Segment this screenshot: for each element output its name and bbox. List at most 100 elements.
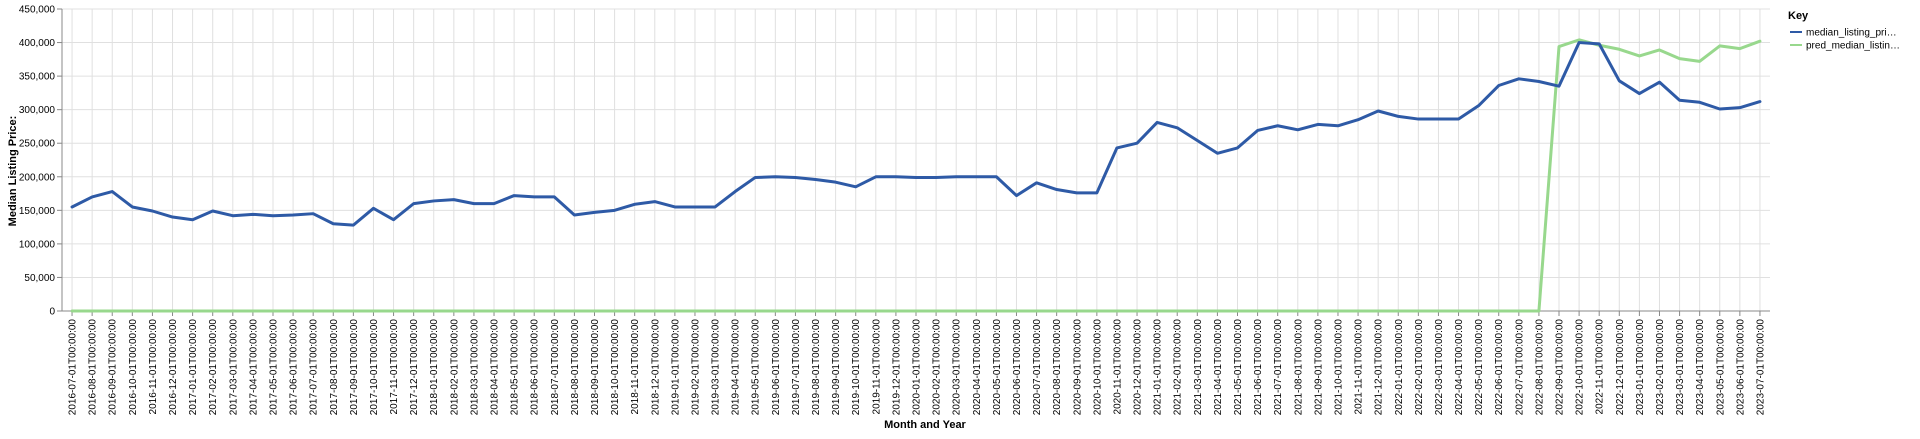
x-tick-label: 2019-06-01T00:00:00	[771, 319, 782, 416]
x-tick-label: 2023-07-01T00:00:00	[1755, 319, 1766, 416]
x-tick-label: 2019-02-01T00:00:00	[690, 319, 701, 416]
x-tick-label: 2019-12-01T00:00:00	[891, 319, 902, 416]
x-tick-label: 2020-07-01T00:00:00	[1032, 319, 1043, 416]
x-tick-label: 2021-04-01T00:00:00	[1213, 319, 1224, 416]
y-tick-label: 50,000	[24, 273, 55, 284]
x-tick-label: 2017-04-01T00:00:00	[248, 319, 259, 416]
x-tick-label: 2017-10-01T00:00:00	[369, 319, 380, 416]
x-tick-label: 2018-06-01T00:00:00	[530, 319, 541, 416]
x-tick-label: 2022-12-01T00:00:00	[1615, 319, 1626, 416]
x-tick-label: 2017-06-01T00:00:00	[289, 319, 300, 416]
y-axis-title: Median Listing Price:	[7, 116, 19, 227]
x-tick-label: 2016-07-01T00:00:00	[68, 319, 79, 416]
x-tick-label: 2017-09-01T00:00:00	[349, 319, 360, 416]
x-tick-label: 2018-05-01T00:00:00	[510, 319, 521, 416]
y-tick-label: 150,000	[19, 206, 56, 217]
x-tick-label: 2022-10-01T00:00:00	[1575, 319, 1586, 416]
x-tick-label: 2021-10-01T00:00:00	[1333, 319, 1344, 416]
x-tick-label: 2017-11-01T00:00:00	[389, 319, 400, 415]
x-tick-label: 2019-04-01T00:00:00	[731, 319, 742, 416]
x-tick-label: 2018-02-01T00:00:00	[449, 319, 460, 416]
y-tick-label: 200,000	[19, 172, 56, 183]
x-tick-label: 2021-09-01T00:00:00	[1313, 319, 1324, 416]
x-tick-label: 2016-09-01T00:00:00	[108, 319, 119, 416]
series-line-0	[70, 41, 1762, 227]
x-tick-label: 2020-02-01T00:00:00	[932, 319, 943, 416]
x-tick-label: 2019-09-01T00:00:00	[831, 319, 842, 416]
x-tick-label: 2023-04-01T00:00:00	[1695, 319, 1706, 416]
x-tick-label: 2018-07-01T00:00:00	[550, 319, 561, 416]
x-tick-label: 2019-08-01T00:00:00	[811, 319, 822, 416]
x-tick-label: 2020-06-01T00:00:00	[1012, 319, 1023, 416]
x-tick-label: 2019-03-01T00:00:00	[711, 319, 722, 416]
x-tick-label: 2022-02-01T00:00:00	[1414, 319, 1425, 416]
x-tick-label: 2019-05-01T00:00:00	[751, 319, 762, 416]
x-tick-label: 2018-08-01T00:00:00	[570, 319, 581, 416]
x-axis-title: Month and Year	[884, 419, 966, 431]
y-tick-label: 300,000	[19, 105, 56, 116]
x-tick-label: 2020-03-01T00:00:00	[952, 319, 963, 416]
y-tick-label: 350,000	[19, 72, 56, 83]
x-tick-label: 2022-11-01T00:00:00	[1595, 319, 1606, 415]
x-tick-label: 2022-04-01T00:00:00	[1454, 319, 1465, 416]
x-tick-label: 2021-12-01T00:00:00	[1374, 319, 1385, 416]
x-tick-label: 2021-01-01T00:00:00	[1153, 319, 1164, 416]
x-tick-label: 2019-07-01T00:00:00	[791, 319, 802, 416]
legend: Key median_listing_pri… pred_median_listi…	[1788, 10, 1900, 52]
x-tick-label: 2021-02-01T00:00:00	[1173, 319, 1184, 416]
x-tick-label: 2017-08-01T00:00:00	[329, 319, 340, 416]
x-tick-label: 2017-12-01T00:00:00	[409, 319, 420, 416]
x-tick-label: 2020-10-01T00:00:00	[1092, 319, 1103, 416]
y-tick-label: 0	[49, 307, 55, 318]
x-tick-label: 2020-01-01T00:00:00	[912, 319, 923, 416]
x-tick-label: 2019-11-01T00:00:00	[871, 319, 882, 415]
legend-title: Key	[1788, 10, 1809, 22]
legend-label: median_listing_pri…	[1806, 28, 1897, 39]
grid	[62, 8, 1770, 312]
x-tick-label: 2022-03-01T00:00:00	[1434, 319, 1445, 416]
x-tick-label: 2018-12-01T00:00:00	[650, 319, 661, 416]
x-tick-label: 2018-11-01T00:00:00	[630, 319, 641, 415]
x-tick-label: 2020-04-01T00:00:00	[972, 319, 983, 416]
y-tick-label: 400,000	[19, 38, 56, 49]
legend-label: pred_median_listin…	[1806, 41, 1900, 52]
x-tick-label: 2016-10-01T00:00:00	[128, 319, 139, 416]
x-tick-label: 2018-01-01T00:00:00	[429, 319, 440, 416]
x-tick-label: 2017-01-01T00:00:00	[188, 319, 199, 416]
x-tick-label: 2018-10-01T00:00:00	[610, 319, 621, 416]
x-tick-label: 2021-05-01T00:00:00	[1233, 319, 1244, 416]
x-tick-label: 2023-03-01T00:00:00	[1675, 319, 1686, 416]
axes: 0 50,000 100,000 150,000 200,000 250,000 300,0…	[19, 5, 1770, 416]
x-tick-label: 2016-08-01T00:00:00	[88, 319, 99, 416]
x-tick-label: 2022-06-01T00:00:00	[1494, 319, 1505, 416]
x-tick-label: 2019-01-01T00:00:00	[670, 319, 681, 416]
legend-items: median_listing_pri… pred_median_listin…	[1790, 28, 1900, 52]
x-tick-label: 2017-07-01T00:00:00	[309, 319, 320, 416]
x-tick-label: 2016-11-01T00:00:00	[148, 319, 159, 415]
x-tick-label: 2020-11-01T00:00:00	[1112, 319, 1123, 415]
x-tick-label: 2020-08-01T00:00:00	[1052, 319, 1063, 416]
x-tick-label: 2016-12-01T00:00:00	[168, 319, 179, 416]
x-tick-label: 2023-05-01T00:00:00	[1715, 319, 1726, 416]
series-line-1	[70, 38, 1762, 313]
x-tick-label: 2022-01-01T00:00:00	[1394, 319, 1405, 416]
x-tick-label: 2019-10-01T00:00:00	[851, 319, 862, 416]
y-tick-label: 250,000	[19, 139, 56, 150]
x-tick-label: 2020-12-01T00:00:00	[1133, 319, 1144, 416]
x-tick-label: 2017-03-01T00:00:00	[228, 319, 239, 416]
x-tick-label: 2021-03-01T00:00:00	[1193, 319, 1204, 416]
x-tick-label: 2022-08-01T00:00:00	[1534, 319, 1545, 416]
series-lines	[70, 38, 1762, 313]
x-tick-label: 2021-08-01T00:00:00	[1293, 319, 1304, 416]
x-tick-label: 2022-07-01T00:00:00	[1514, 319, 1525, 416]
x-tick-label: 2022-09-01T00:00:00	[1555, 319, 1566, 416]
x-tick-label: 2023-06-01T00:00:00	[1735, 319, 1746, 416]
y-tick-label: 450,000	[19, 5, 56, 16]
x-tick-label: 2021-11-01T00:00:00	[1354, 319, 1365, 415]
x-tick-label: 2017-02-01T00:00:00	[208, 319, 219, 416]
x-tick-label: 2020-09-01T00:00:00	[1072, 319, 1083, 416]
x-tick-label: 2018-09-01T00:00:00	[590, 319, 601, 416]
x-tick-label: 2022-05-01T00:00:00	[1474, 319, 1485, 416]
x-tick-label: 2023-01-01T00:00:00	[1635, 319, 1646, 416]
